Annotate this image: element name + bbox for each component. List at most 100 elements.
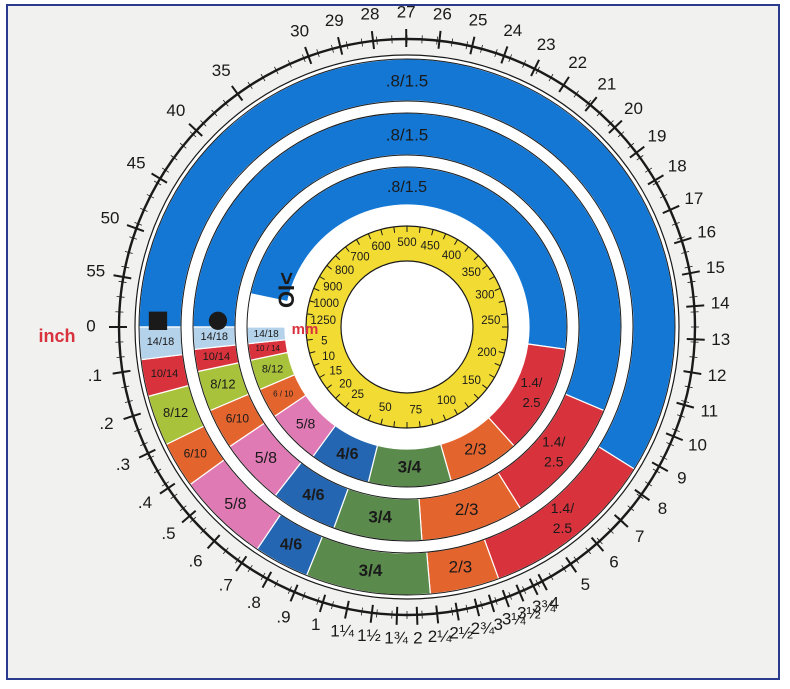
middle-ring-label: 5/8: [255, 450, 277, 467]
mm-scale-label: 100: [437, 395, 456, 407]
outer-scale-minor-tick: [124, 251, 133, 254]
left-scale-label: 40: [166, 101, 185, 120]
outer-scale-minor-tick: [170, 155, 178, 161]
outer-scale-tick: [369, 604, 374, 623]
outer-scale-minor-tick: [687, 280, 696, 283]
middle-ring-label: 2/3: [455, 500, 479, 519]
outer-scale-minor-tick: [607, 527, 614, 534]
outer-scale-minor-tick: [548, 572, 554, 581]
outer-scale-tick: [500, 46, 509, 64]
mm-tick: [498, 300, 505, 303]
mm-tick: [380, 418, 383, 425]
outer-scale-minor-tick: [676, 414, 685, 418]
mm-unit-label: mm: [292, 321, 319, 338]
outer-scale-tick: [530, 59, 540, 77]
outer-scale-tick: [608, 119, 623, 134]
outer-scale-minor-tick: [376, 36, 378, 45]
outer-scale-minor-tick: [436, 609, 438, 618]
outer-scale-tick: [181, 509, 197, 524]
middle-ring-label-line2: 2.5: [544, 453, 564, 469]
outer-scale-minor-tick: [301, 591, 306, 600]
outer-scale-minor-tick: [235, 556, 241, 564]
outer-scale-minor-tick: [659, 194, 668, 199]
inner-ring-label: 4/6: [336, 446, 358, 463]
middle-ring-label: 3/4: [368, 508, 392, 527]
mm-tick: [498, 351, 505, 354]
outer-scale-minor-tick: [573, 90, 579, 98]
right-scale-label: 16: [697, 223, 716, 242]
left-scale-label: 3¾: [532, 597, 556, 616]
mm-scale-label: 10: [322, 351, 335, 363]
outer-scale-minor-tick: [260, 572, 266, 581]
outer-scale-minor-tick: [153, 180, 162, 186]
inner-ring-label-line2: 2.5: [522, 395, 540, 410]
outer-scale-minor-tick: [170, 493, 178, 499]
outer-scale-tick: [235, 555, 248, 572]
mm-scale-label: 5: [321, 336, 327, 348]
outer-scale-minor-tick: [671, 428, 680, 433]
left-scale-label: .5: [161, 524, 175, 543]
outer-scale-minor-tick: [494, 596, 498, 605]
middle-ring-label: 8/12: [210, 376, 235, 391]
mm-scale-label: 15: [329, 366, 342, 378]
outer-scale-tick: [113, 274, 132, 280]
mm-tick: [345, 246, 350, 252]
mm-tick: [356, 239, 360, 245]
outer-scale-minor-tick: [596, 537, 603, 545]
inch-unit-label: inch: [38, 326, 75, 346]
outer-scale-minor-tick: [681, 251, 690, 254]
mm-tick: [367, 414, 372, 421]
mm-tick: [306, 313, 313, 316]
right-scale-label: 27: [397, 2, 416, 21]
right-scale-label: 22: [568, 53, 587, 72]
square-shape-icon: ■: [147, 305, 170, 333]
outer-scale-minor-tick: [301, 54, 306, 63]
outer-scale-minor-tick: [508, 54, 513, 63]
outer-scale-minor-tick: [644, 481, 653, 487]
outer-scale-minor-tick: [360, 38, 363, 47]
outer-scale-minor-tick: [200, 120, 207, 127]
outer-scale-minor-tick: [360, 607, 363, 616]
inner-ring-label: 10 / 14: [256, 344, 281, 353]
outer-ring-label: 6/10: [184, 446, 208, 460]
inner-ring-label-line1: 1.4/: [521, 375, 543, 390]
mm-tick: [464, 402, 469, 408]
outer-scale-minor-tick: [494, 49, 498, 58]
outer-scale-minor-tick: [522, 586, 527, 594]
outer-scale-tick: [629, 145, 645, 159]
left-scale-label: 1¼: [330, 622, 354, 641]
outer-scale-minor-tick: [480, 44, 483, 53]
mm-scale-label: 500: [397, 237, 416, 249]
mm-tick: [501, 313, 508, 316]
mm-tick: [464, 246, 469, 252]
mm-scale-label: 250: [481, 315, 500, 327]
outer-scale-tick: [651, 461, 669, 472]
mm-tick: [319, 374, 325, 378]
outer-scale-minor-tick: [211, 537, 218, 545]
mm-tick: [418, 421, 421, 428]
left-scale-label: 2¾: [471, 619, 495, 638]
outer-scale-tick: [613, 514, 629, 528]
mm-tick: [489, 374, 495, 378]
outer-scale-tick: [673, 237, 692, 245]
outer-scale-minor-tick: [129, 414, 138, 418]
mm-tick: [326, 265, 332, 270]
outer-scale-tick: [584, 96, 598, 112]
outer-scale-minor-tick: [676, 236, 685, 240]
ring-gap: [181, 101, 633, 553]
mm-scale-label: 200: [477, 347, 496, 359]
outer-scale-tick: [261, 571, 273, 589]
outer-scale-minor-tick: [116, 296, 125, 298]
ring-border: [180, 100, 634, 554]
mm-tick: [313, 287, 320, 292]
mm-scale-label: 20: [339, 378, 352, 390]
outer-scale-tick: [304, 46, 313, 65]
outer-scale-minor-tick: [222, 99, 229, 107]
left-scale-label: .9: [276, 607, 290, 626]
outer-scale-minor-tick: [247, 564, 253, 573]
middle-ring-label: 4/6: [302, 487, 324, 504]
mm-tick: [319, 276, 325, 280]
left-scale-label: 50: [101, 208, 120, 227]
left-scale-label: 2: [413, 628, 422, 647]
outer-scale-minor-tick: [274, 66, 279, 75]
